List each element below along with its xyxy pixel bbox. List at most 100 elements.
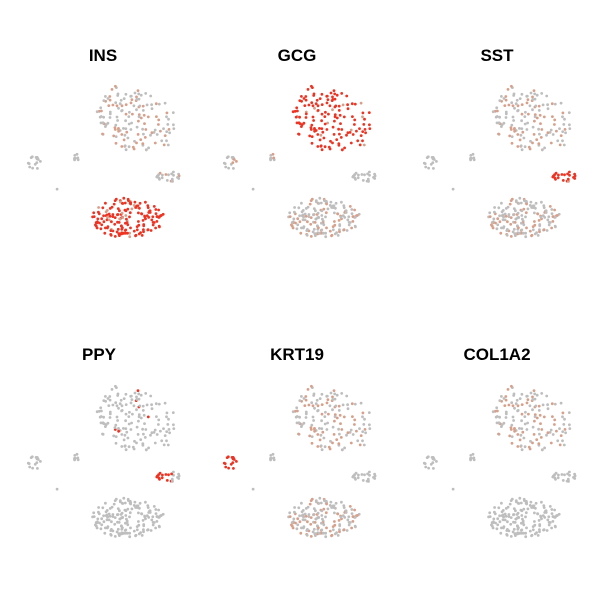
cell-point [325, 428, 329, 431]
cell-point [150, 431, 154, 435]
cell-point [536, 534, 540, 537]
cell-point [102, 415, 105, 419]
cell-point [339, 215, 343, 219]
cell-point [121, 526, 124, 530]
cell-point [98, 415, 102, 419]
cell-point [520, 509, 524, 513]
cell-point [120, 211, 124, 215]
cell-point [127, 445, 131, 449]
cell-point [328, 529, 332, 533]
cell-point [116, 392, 120, 396]
cell-point [337, 409, 341, 412]
cell-point [339, 436, 343, 439]
cell-point [290, 223, 293, 227]
cell-point [344, 511, 348, 514]
points-sst [422, 84, 577, 239]
cell-point [318, 97, 322, 100]
cell-point [490, 221, 494, 224]
cell-point [336, 234, 340, 237]
cell-point [313, 406, 316, 410]
cell-point [319, 201, 323, 205]
cell-point [361, 115, 364, 119]
cell-point [535, 416, 539, 420]
cell-point [290, 523, 293, 527]
cell-point [36, 458, 40, 461]
cell-point [135, 125, 139, 129]
cell-point [491, 410, 495, 414]
cell-point [519, 201, 523, 205]
cell-point [148, 511, 152, 514]
cell-point [329, 91, 333, 95]
panel-col1a2: COL1A2 [422, 345, 577, 539]
cell-point [135, 98, 139, 101]
cell-point [325, 94, 329, 98]
cell-point [537, 404, 541, 408]
cell-point [144, 392, 148, 395]
cell-point [502, 515, 505, 519]
cell-point [510, 423, 514, 427]
cell-point [121, 216, 124, 220]
cell-point [497, 206, 501, 210]
cell-point [356, 439, 360, 443]
cell-point [116, 507, 120, 510]
cell-point [340, 392, 344, 395]
cell-point [128, 235, 132, 239]
cell-point [519, 144, 523, 148]
cell-point [514, 209, 517, 213]
cell-point [311, 530, 315, 534]
cell-point [307, 515, 311, 518]
cell-point [304, 398, 308, 402]
cell-point [535, 438, 539, 441]
cell-point [317, 226, 320, 230]
cell-point [531, 528, 535, 532]
cell-point [232, 167, 235, 170]
cell-point [510, 197, 514, 201]
cell-point [305, 533, 309, 537]
cell-point [519, 501, 523, 505]
cell-point [567, 111, 571, 114]
cell-point [543, 146, 546, 150]
cell-point [351, 520, 355, 523]
cell-point [494, 115, 498, 119]
cell-point [528, 229, 532, 233]
cell-point [97, 210, 100, 214]
cell-point [162, 127, 165, 130]
cell-point [160, 439, 164, 443]
cell-point [338, 528, 341, 532]
cell-point [104, 395, 107, 398]
cell-point [306, 388, 310, 391]
cell-point [309, 126, 313, 129]
cell-point [114, 435, 118, 438]
cell-point [430, 156, 434, 159]
cell-point [516, 445, 520, 448]
cell-point [114, 441, 118, 445]
cell-point [562, 123, 566, 126]
cell-point [157, 176, 161, 180]
cell-point [528, 447, 532, 451]
cell-point [128, 231, 132, 235]
cell-point [529, 139, 532, 143]
cell-point [339, 122, 342, 125]
cell-point [308, 434, 312, 438]
cell-point [505, 533, 509, 537]
cell-point [528, 104, 532, 108]
cell-point [129, 101, 133, 105]
cell-point [94, 221, 98, 224]
cell-point [231, 161, 235, 165]
cell-point [102, 214, 105, 218]
cell-point [540, 448, 544, 452]
cell-point [494, 415, 498, 419]
cell-point [563, 473, 566, 477]
cell-point [531, 425, 535, 429]
cell-point [335, 138, 339, 142]
cell-point [296, 409, 299, 413]
cell-point [55, 187, 59, 191]
cell-point [498, 520, 502, 524]
cell-point [155, 115, 158, 118]
cell-point [293, 510, 296, 514]
cell-point [522, 436, 526, 440]
cell-point [518, 427, 521, 430]
cell-point [124, 528, 128, 532]
cell-point [142, 524, 146, 528]
cell-point [351, 220, 355, 223]
